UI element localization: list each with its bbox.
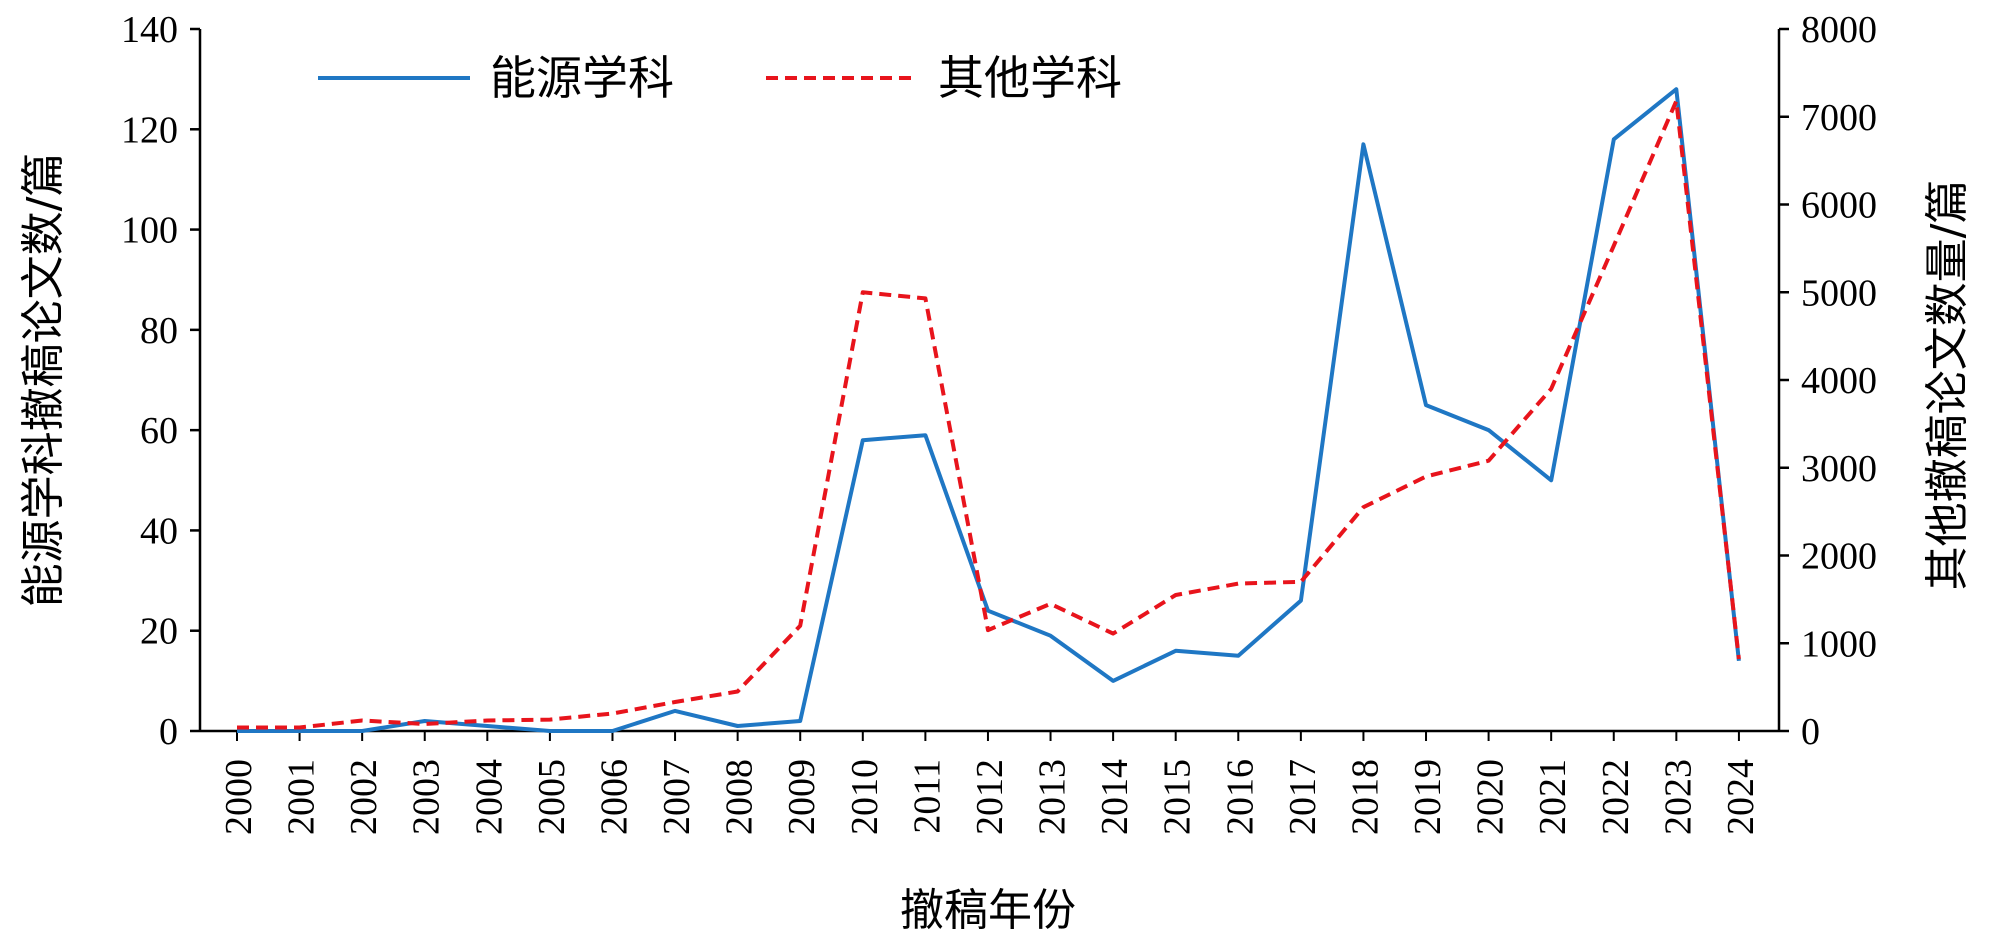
x-tick-label: 2002: [343, 759, 385, 835]
legend-label-energy: 能源学科: [490, 51, 674, 105]
x-tick-label: 2012: [969, 759, 1011, 835]
x-tick-label: 2015: [1157, 759, 1199, 835]
x-tick-label: 2024: [1720, 759, 1762, 835]
x-tick-label: 2023: [1657, 759, 1699, 835]
right-y-tick-label: 3000: [1801, 448, 1877, 490]
x-tick-label: 2018: [1344, 759, 1386, 835]
right-y-tick-label: 2000: [1801, 536, 1877, 578]
series-line-energy: [237, 87, 1741, 733]
right-y-tick-label: 1000: [1801, 623, 1877, 665]
legend-label-other: 其他学科: [938, 51, 1122, 105]
series-layer: [237, 87, 1741, 733]
left-y-tick-label: 20: [140, 611, 178, 653]
left-y-tick-label: 120: [121, 109, 178, 151]
plot-frame: [198, 29, 1781, 733]
x-tick-label: 2020: [1470, 759, 1512, 835]
x-tick-label: 2001: [281, 759, 323, 835]
x-tick-label: 2010: [844, 759, 886, 835]
x-tick-label: 2006: [593, 759, 635, 835]
legend: 能源学科 其他学科: [318, 51, 1122, 105]
x-axis-title: 撤稿年份: [900, 885, 1076, 936]
x-tick-label: 2013: [1032, 759, 1074, 835]
right-y-tick-label: 8000: [1801, 9, 1877, 51]
right-y-tick-label: 5000: [1801, 272, 1877, 314]
right-y-axis-title: 其他撤稿论文数量/篇: [1922, 180, 1973, 591]
x-tick-label: 2022: [1595, 759, 1637, 835]
x-tick-label: 2011: [906, 759, 948, 834]
left-y-axis-title: 能源学科撤稿论文数/篇: [18, 153, 69, 608]
x-tick-label: 2003: [406, 759, 448, 835]
x-axis-ticks: 2000 2001 2002 2003 2004 2005 2006 2007 2008 2009…: [218, 731, 1762, 835]
right-y-axis-ticks: 0 1000 2000 3000 4000 5000 6000 7000 8000: [1779, 9, 1877, 753]
x-tick-label: 2021: [1532, 759, 1574, 835]
left-y-axis-ticks: 0 20 40 60 80 100 120 140: [121, 9, 200, 753]
right-y-tick-label: 6000: [1801, 185, 1877, 227]
left-y-tick-label: 40: [140, 510, 178, 552]
x-tick-label: 2008: [719, 759, 761, 835]
x-tick-label: 2007: [656, 759, 698, 835]
right-y-tick-label: 0: [1801, 711, 1820, 753]
x-tick-label: 2004: [468, 759, 510, 835]
right-y-tick-label: 4000: [1801, 360, 1877, 402]
series-line-other: [237, 99, 1741, 730]
left-y-tick-label: 60: [140, 410, 178, 452]
x-tick-label: 2000: [218, 759, 260, 835]
x-tick-label: 2019: [1407, 759, 1449, 835]
left-y-tick-label: 100: [121, 210, 178, 252]
x-tick-label: 2014: [1094, 759, 1136, 835]
x-tick-label: 2016: [1219, 759, 1261, 835]
x-tick-label: 2009: [781, 759, 823, 835]
x-tick-label: 2017: [1282, 759, 1324, 835]
right-y-tick-label: 7000: [1801, 97, 1877, 139]
left-y-tick-label: 140: [121, 9, 178, 51]
left-y-tick-label: 0: [159, 711, 178, 753]
left-y-tick-label: 80: [140, 310, 178, 352]
x-tick-label: 2005: [531, 759, 573, 835]
